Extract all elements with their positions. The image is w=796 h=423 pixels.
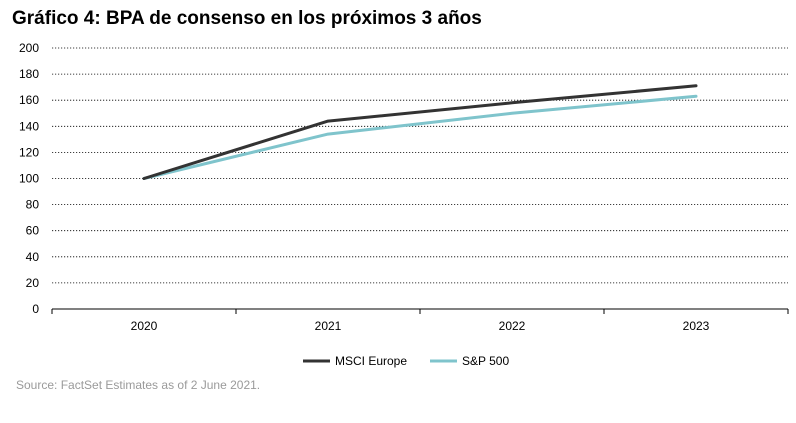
legend-label: MSCI Europe <box>335 354 407 368</box>
x-tick-label: 2023 <box>683 319 710 333</box>
y-tick-label: 60 <box>26 224 40 238</box>
y-tick-label: 20 <box>26 276 40 290</box>
x-tick-label: 2021 <box>315 319 342 333</box>
series-line <box>142 94 698 180</box>
y-tick-label: 80 <box>26 198 40 212</box>
x-axis-ticks: 2020 2021 2022 2023 <box>51 309 789 333</box>
y-tick-label: 40 <box>26 250 40 264</box>
y-tick-label: 120 <box>19 145 39 159</box>
source-note: Source: FactSet Estimates as of 2 June 2… <box>16 378 261 392</box>
y-tick-label: 100 <box>19 172 39 186</box>
legend-label: S&P 500 <box>462 354 509 368</box>
series-line <box>142 84 698 180</box>
x-tick-label: 2022 <box>499 319 526 333</box>
legend: MSCI Europe S&P 500 <box>303 354 509 368</box>
gridlines <box>52 47 788 284</box>
chart-title: Gráfico 4: BPA de consenso en los próxim… <box>12 8 482 29</box>
series-lines <box>142 84 698 180</box>
y-tick-label: 0 <box>32 302 39 316</box>
y-tick-label: 140 <box>19 119 39 133</box>
y-tick-label: 180 <box>19 67 39 81</box>
y-tick-label: 200 <box>19 41 39 55</box>
x-tick-label: 2020 <box>131 319 158 333</box>
y-axis-ticks: 0 20 40 60 80 100 120 140 160 180 200 <box>19 41 39 316</box>
y-tick-label: 160 <box>19 93 39 107</box>
